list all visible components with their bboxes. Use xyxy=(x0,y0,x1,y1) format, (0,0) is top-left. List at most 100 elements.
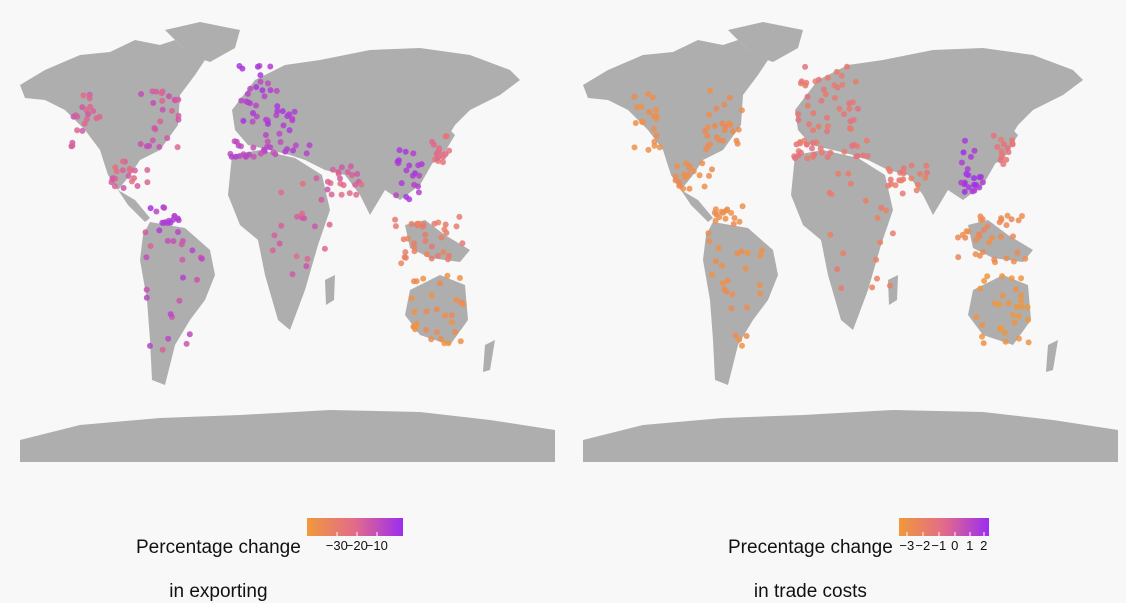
port-point xyxy=(438,234,445,241)
legend-tick: −20 xyxy=(345,538,368,553)
port-point xyxy=(259,87,266,94)
port-point xyxy=(428,243,435,250)
port-point xyxy=(757,252,764,259)
port-point xyxy=(757,290,764,297)
port-point xyxy=(324,186,331,193)
legend-tick: 0 xyxy=(951,538,959,553)
port-point xyxy=(1010,258,1017,265)
legend-gradient-bar xyxy=(306,518,403,536)
port-point xyxy=(396,147,403,154)
port-point xyxy=(804,155,811,162)
port-point xyxy=(166,93,172,100)
landmass xyxy=(118,190,150,222)
port-point xyxy=(971,175,977,182)
port-point xyxy=(293,253,300,260)
legend-title-line2: in trade costs xyxy=(753,581,867,602)
port-point xyxy=(232,153,239,160)
landmass xyxy=(232,48,520,215)
port-point xyxy=(702,128,708,134)
legend-exporting: Percentage change in exporting −30 xyxy=(136,515,403,602)
port-point xyxy=(158,90,165,97)
port-point xyxy=(90,108,97,115)
port-point xyxy=(289,117,296,124)
port-point xyxy=(979,179,986,186)
port-point xyxy=(742,265,749,272)
port-point xyxy=(247,85,254,92)
port-point xyxy=(453,297,460,303)
port-point xyxy=(707,141,713,148)
port-point xyxy=(804,93,811,100)
port-point xyxy=(147,243,154,249)
landmass xyxy=(405,220,470,262)
port-point xyxy=(803,79,810,86)
port-point xyxy=(845,170,852,177)
landmass xyxy=(681,190,713,222)
port-point xyxy=(810,110,817,117)
port-point xyxy=(639,118,646,125)
port-point xyxy=(395,157,402,164)
port-point xyxy=(795,116,802,123)
port-point xyxy=(991,256,998,263)
port-point xyxy=(720,137,726,144)
port-point xyxy=(143,254,150,261)
port-point xyxy=(722,123,729,130)
port-point xyxy=(269,247,276,254)
port-point xyxy=(127,167,134,174)
port-point xyxy=(134,183,141,189)
port-point xyxy=(265,80,271,87)
port-point xyxy=(290,147,297,154)
legend-gradient-bar xyxy=(898,518,989,536)
port-point xyxy=(852,78,859,85)
port-point xyxy=(423,251,430,258)
legend-tick: −30 xyxy=(325,538,348,553)
port-point xyxy=(999,292,1006,299)
port-point xyxy=(242,153,249,160)
port-point xyxy=(1012,286,1019,293)
port-point xyxy=(428,255,435,262)
port-point xyxy=(437,280,443,287)
port-point xyxy=(440,159,446,166)
port-point xyxy=(797,140,804,147)
port-point xyxy=(1004,145,1011,152)
port-point xyxy=(646,109,653,116)
port-point xyxy=(249,118,256,125)
port-point xyxy=(731,215,738,221)
landmass xyxy=(140,222,215,385)
port-point xyxy=(164,135,171,142)
port-point xyxy=(976,184,983,191)
port-point xyxy=(836,105,843,112)
world-map-exporting xyxy=(20,22,555,462)
port-point xyxy=(645,146,652,153)
port-point xyxy=(257,78,264,85)
landmass xyxy=(888,275,898,305)
port-point xyxy=(824,74,831,81)
port-point xyxy=(174,144,181,151)
port-point xyxy=(889,230,896,237)
port-point xyxy=(194,276,200,283)
port-point xyxy=(815,123,822,130)
port-point xyxy=(423,308,430,315)
panel-trade-costs: Precentage change in trade costs xyxy=(563,0,1126,602)
port-point xyxy=(887,176,894,183)
port-point xyxy=(1000,141,1007,148)
port-point xyxy=(1011,319,1018,326)
port-point xyxy=(149,137,156,144)
port-point xyxy=(358,181,365,188)
port-point xyxy=(650,126,657,132)
port-point xyxy=(428,292,435,299)
port-point xyxy=(324,178,331,185)
port-point xyxy=(712,217,719,224)
port-point xyxy=(346,190,353,197)
port-point xyxy=(274,103,281,110)
port-point xyxy=(809,153,816,160)
port-point xyxy=(973,314,980,320)
port-point xyxy=(277,139,284,145)
port-point xyxy=(80,92,87,99)
port-point xyxy=(709,166,715,173)
port-point xyxy=(400,236,407,243)
port-point xyxy=(835,170,842,177)
port-point xyxy=(144,167,151,173)
port-point xyxy=(146,142,153,149)
port-point xyxy=(824,114,830,121)
port-point xyxy=(703,146,710,153)
